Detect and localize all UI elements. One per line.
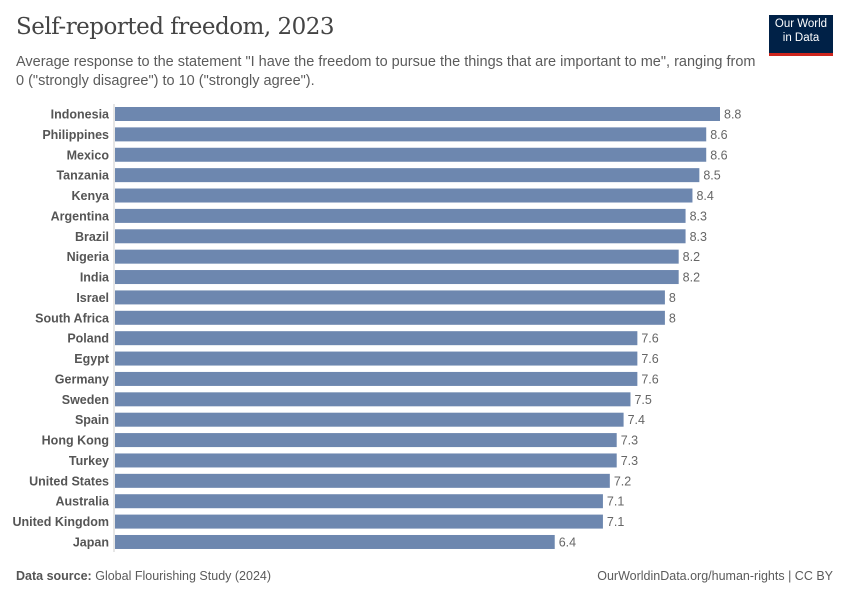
category-label: Indonesia bbox=[51, 108, 110, 122]
bar bbox=[115, 107, 720, 121]
bar bbox=[115, 453, 617, 468]
category-label: Egypt bbox=[74, 352, 110, 366]
category-label: Turkey bbox=[69, 454, 109, 468]
category-label: Israel bbox=[76, 291, 109, 305]
source-label: Data source: bbox=[16, 569, 92, 583]
bar bbox=[115, 473, 610, 488]
category-label: Germany bbox=[55, 372, 109, 386]
value-label: 8.8 bbox=[724, 108, 741, 122]
bar bbox=[115, 147, 707, 162]
value-label: 8.2 bbox=[683, 250, 700, 264]
value-label: 7.6 bbox=[641, 352, 658, 366]
category-label: Hong Kong bbox=[42, 434, 109, 448]
category-label: Mexico bbox=[67, 148, 110, 162]
value-label: 6.4 bbox=[559, 535, 576, 549]
chart-title: Self-reported freedom, 2023 bbox=[16, 14, 335, 40]
category-label: Tanzania bbox=[56, 169, 110, 183]
bar bbox=[115, 331, 638, 346]
logo-text: Our World in Data bbox=[774, 18, 828, 44]
bar bbox=[115, 270, 679, 285]
category-label: Poland bbox=[67, 332, 109, 346]
bar bbox=[115, 208, 686, 223]
category-label: Spain bbox=[75, 413, 109, 427]
bar bbox=[115, 371, 638, 386]
bar bbox=[115, 127, 707, 142]
bar bbox=[115, 433, 617, 448]
data-source: Data source: Global Flourishing Study (2… bbox=[16, 569, 271, 583]
category-label: United States bbox=[29, 474, 109, 488]
value-label: 8 bbox=[669, 311, 676, 325]
category-label: India bbox=[80, 271, 110, 285]
value-label: 8.3 bbox=[690, 230, 707, 244]
bar bbox=[115, 229, 686, 244]
value-label: 7.5 bbox=[634, 393, 651, 407]
category-label: Brazil bbox=[75, 230, 109, 244]
bar bbox=[115, 534, 555, 549]
value-label: 7.3 bbox=[621, 434, 638, 448]
value-label: 8.5 bbox=[703, 169, 720, 183]
value-label: 7.1 bbox=[607, 495, 624, 509]
category-label: United Kingdom bbox=[12, 515, 109, 529]
value-label: 8 bbox=[669, 291, 676, 305]
category-label: Sweden bbox=[62, 393, 109, 407]
bar bbox=[115, 351, 638, 366]
bar bbox=[115, 249, 679, 264]
category-label: Philippines bbox=[42, 128, 109, 142]
value-label: 7.3 bbox=[621, 454, 638, 468]
bar bbox=[115, 392, 631, 407]
category-label: Nigeria bbox=[67, 250, 110, 264]
bar bbox=[115, 188, 693, 203]
bar bbox=[115, 412, 624, 427]
category-label: Australia bbox=[56, 495, 111, 509]
value-label: 7.4 bbox=[628, 413, 645, 427]
value-label: 8.6 bbox=[710, 128, 727, 142]
chart-subtitle: Average response to the statement "I hav… bbox=[16, 54, 756, 89]
value-label: 8.4 bbox=[696, 189, 713, 203]
value-label: 8.2 bbox=[683, 271, 700, 285]
category-label: Japan bbox=[73, 535, 109, 549]
value-label: 7.6 bbox=[641, 332, 658, 346]
value-label: 8.3 bbox=[690, 209, 707, 223]
value-label: 8.6 bbox=[710, 148, 727, 162]
bar bbox=[115, 290, 665, 305]
value-label: 7.2 bbox=[614, 474, 631, 488]
bar bbox=[115, 514, 603, 529]
category-label: Argentina bbox=[51, 209, 110, 223]
bar bbox=[115, 168, 700, 183]
bar bbox=[115, 494, 603, 509]
value-label: 7.6 bbox=[641, 372, 658, 386]
owid-logo[interactable]: Our World in Data bbox=[769, 15, 833, 56]
bar bbox=[115, 310, 665, 325]
source-link[interactable]: Global Flourishing Study (2024) bbox=[95, 569, 272, 583]
category-label: South Africa bbox=[35, 311, 110, 325]
category-label: Kenya bbox=[71, 189, 110, 203]
credit-link[interactable]: OurWorldinData.org/human-rights | CC BY bbox=[597, 569, 833, 583]
value-label: 7.1 bbox=[607, 515, 624, 529]
